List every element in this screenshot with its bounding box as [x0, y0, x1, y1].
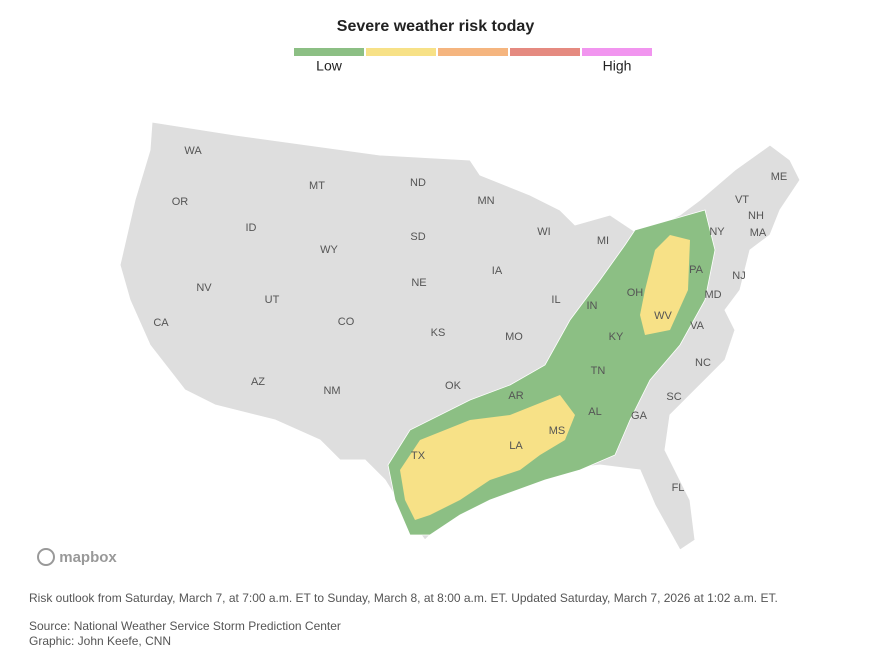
state-label: SC: [666, 391, 681, 403]
state-label: TN: [591, 365, 606, 377]
legend: Low High: [294, 48, 652, 74]
state-label: KS: [431, 327, 446, 339]
us-land: [119, 121, 801, 551]
mapbox-logo: [37, 548, 55, 566]
state-label: MS: [549, 425, 566, 437]
state-label: CO: [338, 316, 355, 328]
legend-swatch: [294, 48, 364, 56]
state-label: OH: [627, 287, 644, 299]
state-label: AR: [508, 390, 523, 402]
state-label: NJ: [732, 270, 745, 282]
state-label: IN: [587, 300, 598, 312]
legend-high: High: [603, 58, 632, 74]
credit: Graphic: John Keefe, CNN: [29, 634, 172, 648]
state-label: SD: [410, 231, 425, 243]
title: Severe weather risk today: [336, 18, 535, 35]
state-label: NC: [695, 357, 711, 369]
legend-swatch: [582, 48, 652, 56]
legend-swatch: [366, 48, 436, 56]
state-label: VA: [690, 320, 705, 332]
state-label: ME: [771, 171, 788, 183]
legend-swatch: [438, 48, 508, 56]
state-label: NH: [748, 210, 764, 222]
state-label: NV: [196, 282, 212, 294]
state-label: MT: [309, 180, 325, 192]
state-label: FL: [672, 482, 685, 494]
state-label: MA: [750, 227, 767, 239]
attribution: mapbox: [59, 549, 117, 566]
legend-swatch: [510, 48, 580, 56]
state-labels: WA OR ID MT WY NV UT CA AZ CO NM ND SD NE KS OK TX MN IA MO…: [153, 145, 787, 494]
state-label: MO: [505, 331, 523, 343]
state-label: TX: [411, 450, 426, 462]
state-label: WA: [184, 145, 202, 157]
state-label: UT: [265, 294, 280, 306]
risk-marginal: [400, 395, 575, 520]
state-label: WI: [537, 226, 550, 238]
state-label: NE: [411, 277, 426, 289]
state-label: VT: [735, 194, 749, 206]
state-label: MI: [597, 235, 609, 247]
state-label: IL: [551, 294, 560, 306]
state-label: MN: [477, 195, 494, 207]
state-label: AL: [588, 406, 601, 418]
state-label: CA: [153, 317, 169, 329]
state-label: WY: [320, 244, 338, 256]
state-label: OR: [172, 196, 189, 208]
state-label: PA: [689, 264, 704, 276]
state-label: MD: [704, 289, 721, 301]
legend-low: Low: [316, 58, 343, 74]
state-label: IA: [492, 265, 503, 277]
state-label: NY: [709, 226, 725, 238]
footnote: Risk outlook from Saturday, March 7, at …: [29, 591, 778, 605]
risk-marginal: [640, 235, 690, 335]
state-label: ND: [410, 177, 426, 189]
map: Low High WA OR ID MT WY NV UT CA AZ CO NM ND SD NE KS O…: [37, 48, 801, 566]
source: Source: National Weather Service Storm P…: [29, 619, 341, 633]
state-label: AZ: [251, 376, 265, 388]
state-label: NM: [323, 385, 340, 397]
state-label: ID: [246, 222, 257, 234]
state-label: KY: [609, 331, 624, 343]
state-label: GA: [631, 410, 648, 422]
state-label: WV: [654, 310, 672, 322]
state-label: OK: [445, 380, 462, 392]
state-label: LA: [509, 440, 523, 452]
